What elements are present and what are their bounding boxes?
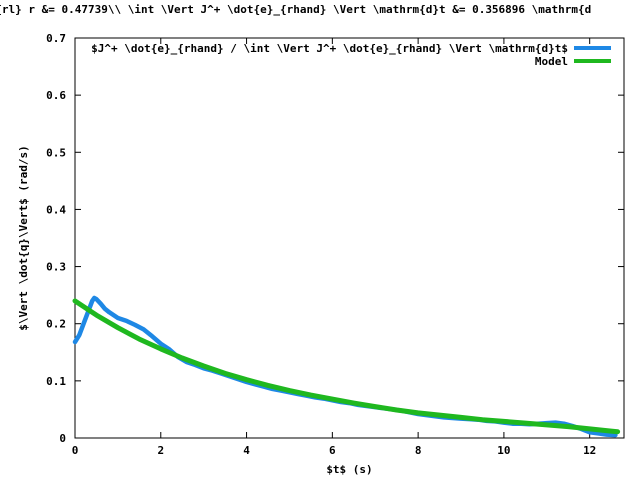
y-tick-label: 0.3 — [46, 261, 66, 274]
y-tick-label: 0.1 — [46, 375, 66, 388]
x-tick-label: 0 — [72, 444, 79, 457]
x-tick-label: 8 — [415, 444, 422, 457]
y-tick-label: 0.7 — [46, 32, 66, 45]
y-tick-label: 0.5 — [46, 146, 66, 159]
y-tick-label: 0 — [59, 432, 66, 445]
x-tick-label: 10 — [497, 444, 510, 457]
y-tick-label: 0.6 — [46, 89, 66, 102]
x-axis: 0 2 4 6 8 10 12 — [72, 38, 596, 457]
series-layer — [72, 295, 621, 438]
x-tick-label: 2 — [157, 444, 164, 457]
x-tick-label: 12 — [583, 444, 596, 457]
y-tick-label: 0.2 — [46, 318, 66, 331]
legend: $J^+ \dot{e}_{rhand} / \int \Vert J^+ \d… — [91, 42, 611, 68]
series-line-measured — [72, 295, 618, 438]
x-axis-label: $t$ (s) — [326, 463, 372, 476]
plot-frame — [74, 37, 625, 439]
legend-label: Model — [535, 55, 568, 68]
y-tick-label: 0.4 — [46, 203, 66, 216]
legend-label: $J^+ \dot{e}_{rhand} / \int \Vert J^+ \d… — [91, 42, 568, 55]
y-axis-label: $\Vert \dot{q}\Vert$ (rad/s) — [17, 145, 30, 330]
chart-title: y}{rl} r &= 0.47739\\ \int \Vert J^+ \do… — [0, 3, 591, 16]
x-tick-label: 4 — [243, 444, 250, 457]
series-line-model — [72, 298, 621, 435]
y-axis: 0 0.1 0.2 0.3 0.4 0.5 0.6 0.7 — [46, 32, 624, 445]
x-tick-label: 6 — [329, 444, 336, 457]
